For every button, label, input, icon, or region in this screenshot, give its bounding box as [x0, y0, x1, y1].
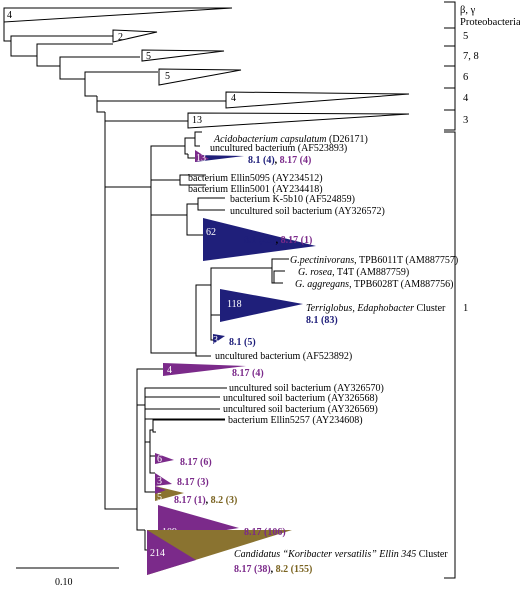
clade-13-count: 13 — [196, 153, 206, 164]
clade-4-count: 4 — [231, 93, 236, 104]
tip-labels: Acidobacterium capsulatum (D26171) uncul… — [188, 134, 458, 560]
clade-beta-gamma-count: 4 — [7, 10, 12, 21]
clade-13-purple — [195, 150, 209, 162]
tree-branches — [3, 15, 289, 551]
clade-6-count: 5 — [165, 71, 170, 82]
ann-c3b: 8.17 (3) — [177, 477, 209, 488]
clade-6-purple-count: 6 — [157, 454, 162, 465]
clade-3-purple-count: 3 — [157, 476, 162, 487]
clade-78-count: 5 — [146, 51, 151, 62]
group-1-label: 1 — [463, 303, 468, 314]
tip-unc-AY326572: uncultured soil bacterium (AY326572) — [230, 206, 385, 217]
scale-bar-label: 0.10 — [55, 577, 73, 588]
tip-k5b10: bacterium K-5b10 (AF524859) — [230, 194, 355, 205]
tip-grosea: G. rosea, T4T (AM887759) — [298, 267, 409, 278]
tip-unc-AF523892: uncultured bacterium (AF523892) — [215, 351, 352, 362]
group-beta-gamma-label: β, γ — [460, 5, 476, 16]
clade-62-triangle — [203, 218, 316, 261]
group-78-label: 7, 8 — [463, 51, 479, 62]
clade-214-count: 214 — [150, 548, 165, 559]
tip-unc-AF523893: uncultured bacterium (AF523893) — [210, 143, 347, 154]
ann-c3: 8.1 (5) — [229, 337, 256, 348]
group-proteobacteria-label: Proteobacteria — [460, 17, 520, 28]
tip-unc-AY326570: uncultured soil bacterium (AY326570) — [229, 383, 384, 394]
group-brackets: β, γ Proteobacteria 5 7, 8 6 4 3 1 — [444, 1, 520, 579]
tip-terriglobus-cluster: Terriglobus, Edaphobacter Cluster — [306, 303, 446, 314]
clade-4-purple-triangle — [163, 363, 246, 376]
group-5-label: 5 — [463, 31, 468, 42]
clade-5-triangle — [112, 29, 158, 43]
clade-6-purple-triangle — [155, 453, 174, 464]
clade-214-purple — [147, 530, 196, 575]
tip-ellin5001: bacterium Ellin5001 (AY234418) — [188, 184, 323, 195]
colored-clades: 13 62 118 3 4 6 3 5 109 214 — [147, 150, 316, 575]
scale-bar: 0.10 — [16, 567, 119, 588]
ann-c109: 8.17 (106) — [244, 527, 286, 538]
clade-5-count: 2 — [118, 32, 123, 43]
outgroup-clades: 4 2 5 5 4 13 — [3, 7, 410, 129]
clade-118-count: 118 — [227, 299, 242, 310]
clade-3-triangle — [187, 112, 410, 129]
clade-6-triangle — [158, 68, 242, 86]
ann-c214: 8.17 (38), 8.2 (155) — [234, 564, 312, 575]
group-3-label: 3 — [463, 115, 468, 126]
clade-78-triangle — [141, 49, 225, 62]
ann-c13: 8.1 (4), 8.17 (4) — [248, 155, 311, 166]
group-6-label: 6 — [463, 72, 468, 83]
clade-3-count: 13 — [192, 115, 202, 126]
ann-c6: 8.17 (6) — [180, 457, 212, 468]
tip-ellin5095: bacterium Ellin5095 (AY234512) — [188, 173, 323, 184]
ann-c5: 8.17 (1), 8.2 (3) — [174, 495, 237, 506]
subgroup-annotations: 8.1 (4), 8.17 (4) 8.1 (45), 8.17 (1) 8.1… — [174, 155, 338, 575]
group-4-label: 4 — [463, 93, 469, 104]
clade-beta-gamma-triangle — [3, 7, 233, 23]
clade-3-blue-count: 3 — [213, 335, 218, 346]
tip-unc-AY326569: uncultured soil bacterium (AY326569) — [223, 404, 378, 415]
tip-ellin5257: bacterium Ellin5257 (AY234608) — [228, 415, 363, 426]
ann-c62: 8.1 (45), 8.17 (1) — [244, 235, 312, 246]
clade-13-blue — [195, 155, 244, 162]
tip-gpectinivorans: G.pectinivorans, TPB6011T (AM887757) — [290, 255, 458, 266]
ann-c4: 8.17 (4) — [232, 368, 264, 379]
ann-c118: 8.1 (83) — [306, 315, 338, 326]
clade-3-blue-triangle — [213, 334, 225, 344]
clade-4-purple-count: 4 — [167, 365, 172, 376]
tip-unc-AY326568: uncultured soil bacterium (AY326568) — [223, 393, 378, 404]
tip-koribacter-cluster: Candidatus “Koribacter versatilis” Ellin… — [234, 549, 448, 560]
tip-gaggregans: G. aggregans, TPB6028T (AM887756) — [295, 279, 453, 290]
clade-4-triangle — [225, 91, 410, 109]
clade-5-count: 5 — [157, 492, 162, 503]
clade-118-triangle — [220, 289, 303, 322]
clade-5-purple-part — [155, 486, 166, 494]
tip-acidobacterium: Acidobacterium capsulatum (D26171) — [213, 134, 368, 145]
clade-62-count: 62 — [206, 227, 216, 238]
clade-3-purple-triangle — [155, 473, 172, 486]
